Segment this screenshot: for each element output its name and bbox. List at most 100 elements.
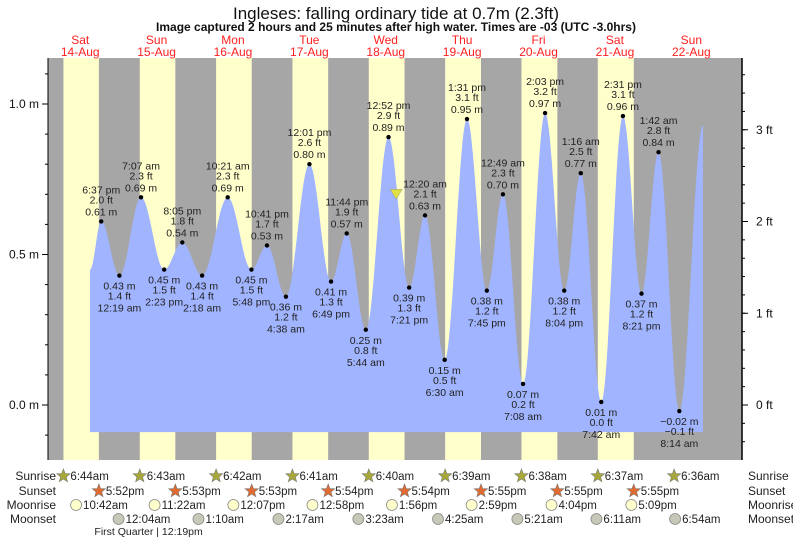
low-tide-label: 6:30 am	[426, 387, 464, 399]
high-tide-label: 0.61 m	[85, 206, 117, 218]
low-tide-label: 1.5 ft	[240, 285, 263, 297]
high-tide-label: 3.2 ft	[533, 86, 556, 98]
high-tide-label: 0.89 m	[372, 122, 404, 134]
high-tide-label: 2.3 ft	[216, 170, 239, 182]
moonset-time: 6:11am	[603, 514, 641, 526]
sunrise-star-icon	[208, 468, 224, 483]
low-tide-label: 0.2 ft	[511, 399, 534, 411]
day-date-label: 21-Aug	[596, 45, 635, 59]
left-tick-label: 0.5 m	[9, 248, 39, 262]
moonset-time: 1:10am	[205, 514, 243, 526]
low-tide-label: 7:45 pm	[468, 318, 506, 330]
day-date-label: 18-Aug	[366, 45, 405, 59]
low-tide-label: 0.43 m	[186, 281, 218, 293]
high-tide-point	[464, 116, 470, 122]
moonrise-moon-icon	[306, 499, 319, 511]
day-weekday-label: Sat	[71, 33, 90, 47]
high-tide-point	[180, 240, 185, 245]
high-tide-label: 2.8 ft	[647, 125, 670, 137]
low-tide-label: 0.38 m	[471, 296, 503, 308]
low-tide-label: 1.2 ft	[630, 309, 653, 321]
low-tide-label: 0.8 ft	[354, 345, 377, 357]
day-weekday-label: Wed	[374, 33, 398, 47]
left-tick-label: 0.0 m	[9, 398, 39, 412]
high-tide-point	[422, 213, 428, 218]
high-tide-label: 12:01 pm	[288, 127, 332, 139]
high-tide-label: 2:03 pm	[526, 76, 564, 88]
high-tide-label: 0.69 m	[125, 182, 157, 194]
moonrise-time: 5:09pm	[638, 500, 676, 512]
high-tide-label: 0.77 m	[565, 158, 597, 170]
low-tide-label: 0.25 m	[350, 335, 382, 347]
low-tide-point	[199, 273, 205, 278]
day-date-label: 16-Aug	[214, 45, 253, 59]
high-tide-point	[307, 162, 312, 167]
high-tide-label: 0.53 m	[251, 230, 283, 242]
low-tide-point	[442, 357, 447, 363]
sunrise-time: 6:42am	[223, 471, 261, 483]
sunrise-time: 6:44am	[70, 471, 108, 483]
low-tide-label: 5:48 pm	[232, 297, 270, 309]
high-tide-point	[344, 231, 349, 236]
sunset-star-icon	[549, 483, 565, 498]
low-tide-label: 6:49 pm	[312, 309, 350, 321]
moonrise-moon-icon	[148, 499, 161, 511]
sunset-time: 5:52pm	[106, 486, 144, 498]
moonset-row-label-left: Moonset	[10, 512, 57, 526]
sunset-time: 5:53pm	[182, 486, 220, 498]
sunset-star-icon	[397, 483, 413, 498]
high-tide-label: 2.6 ft	[298, 137, 321, 149]
high-tide-label: 1.9 ft	[335, 206, 358, 218]
low-tide-label: −0.1 ft	[665, 426, 695, 438]
moonrise-time: 4:04pm	[558, 500, 596, 512]
low-tide-point	[406, 285, 412, 290]
low-tide-point	[639, 291, 644, 296]
tide-area	[90, 113, 704, 433]
sunrise-star-icon	[361, 468, 377, 483]
low-tide-label: 1.3 ft	[319, 297, 342, 309]
low-tide-label: 0.41 m	[315, 287, 347, 299]
high-tide-label: 6:37 pm	[82, 184, 120, 196]
sunrise-star-icon	[55, 468, 71, 483]
moonrise-moon-icon	[465, 499, 478, 511]
high-tide-label: 1.7 ft	[255, 218, 278, 230]
moonset-moon-icon	[352, 513, 365, 525]
high-tide-label: 0.69 m	[212, 182, 244, 194]
moonrise-time: 12:58pm	[319, 500, 364, 512]
high-tide-label: 3.1 ft	[611, 89, 634, 101]
low-tide-label: 8:14 am	[660, 438, 698, 450]
high-tide-label: 3.1 ft	[455, 92, 478, 104]
sunrise-star-icon	[284, 468, 300, 483]
moonset-moon-icon	[192, 513, 205, 525]
sunrise-time: 6:41am	[299, 471, 337, 483]
high-tide-label: 2.9 ft	[377, 110, 400, 122]
sunset-time: 5:54pm	[412, 486, 450, 498]
moonset-time: 5:21am	[524, 514, 562, 526]
day-weekday-label: Thu	[452, 33, 473, 47]
moonrise-row-label-right: Moonrise	[748, 498, 793, 512]
high-tide-label: 0.84 m	[642, 137, 674, 149]
sunset-time: 5:55pm	[488, 486, 526, 498]
low-tide-label: 7:42 am	[582, 429, 620, 441]
high-tide-label: 0.95 m	[451, 104, 483, 116]
moonset-moon-icon	[669, 513, 681, 525]
high-tide-label: 0.63 m	[409, 200, 441, 212]
low-tide-label: 1.4 ft	[108, 291, 131, 303]
low-tide-label: 2:18 am	[183, 303, 221, 315]
low-tide-label: 0.01 m	[585, 407, 617, 419]
chart-subtitle: Image captured 2 hours and 25 minutes af…	[156, 20, 636, 34]
moonset-moon-icon	[272, 513, 285, 525]
high-tide-label: 0.70 m	[487, 179, 519, 191]
moonrise-time: 1:56pm	[399, 500, 437, 512]
high-tide-label: 0.57 m	[331, 218, 363, 230]
moonset-time: 4:25am	[445, 514, 483, 526]
day-date-label: 19-Aug	[443, 45, 482, 59]
low-tide-point	[117, 273, 122, 278]
sunrise-star-icon	[666, 468, 682, 483]
low-tide-point	[677, 408, 682, 414]
sunrise-time: 6:43am	[147, 471, 185, 483]
sunset-star-icon	[320, 483, 336, 498]
day-date-label: 17-Aug	[290, 45, 329, 59]
moonrise-row-label-left: Moonrise	[7, 498, 57, 512]
